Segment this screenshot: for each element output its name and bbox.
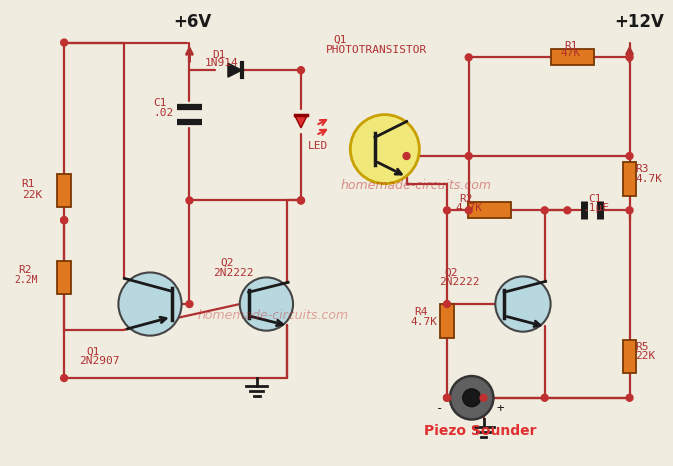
Circle shape [450,376,493,419]
Text: R1: R1 [22,179,35,189]
Bar [623,340,637,373]
Text: 4.7K: 4.7K [635,174,662,184]
Text: +: + [496,402,504,415]
Text: .02: .02 [153,108,173,118]
Circle shape [626,152,633,159]
Text: C1: C1 [588,193,602,204]
Text: R5: R5 [635,342,649,351]
Circle shape [463,389,481,407]
Text: +6V: +6V [174,13,212,31]
Text: 2.2M: 2.2M [14,275,37,286]
Text: 2N2222: 2N2222 [439,277,480,288]
Text: R1: R1 [565,41,578,51]
Text: homemade-circuits.com: homemade-circuits.com [197,309,349,322]
Text: Q1: Q1 [334,34,347,45]
Circle shape [444,394,450,401]
Ellipse shape [118,273,182,336]
Circle shape [186,197,193,204]
Text: R4: R4 [415,307,428,317]
Ellipse shape [240,277,293,331]
Circle shape [444,301,450,308]
Ellipse shape [350,115,419,184]
Circle shape [541,207,548,214]
Text: 1N914: 1N914 [205,58,238,69]
Bar [551,49,594,65]
Circle shape [61,39,67,46]
Bar [57,174,71,207]
Text: 47K: 47K [561,48,581,58]
Bar [623,162,637,196]
Text: Q2: Q2 [220,258,234,267]
Circle shape [297,67,304,74]
Text: 4.7K: 4.7K [456,203,483,213]
Text: 22K: 22K [22,190,42,199]
Circle shape [465,207,472,214]
Text: R3: R3 [635,164,649,174]
Circle shape [444,394,450,401]
Polygon shape [228,63,242,77]
Bar [468,202,511,218]
Circle shape [564,207,571,214]
Circle shape [541,394,548,401]
Text: Q1: Q1 [87,347,100,356]
Text: Piezo Sounder: Piezo Sounder [424,424,537,439]
Text: Q2: Q2 [444,267,458,278]
Text: homemade-circuits.com: homemade-circuits.com [341,178,491,192]
Polygon shape [295,115,308,128]
Circle shape [444,207,450,214]
Text: LED: LED [308,141,328,151]
Ellipse shape [495,276,551,332]
Bar [440,304,454,337]
Circle shape [61,217,67,224]
Text: R2: R2 [459,193,472,204]
Circle shape [626,54,633,61]
Circle shape [465,152,472,159]
Circle shape [403,152,410,159]
Text: +12V: +12V [614,13,664,31]
Text: PHOTOTRANSISTOR: PHOTOTRANSISTOR [326,45,427,55]
Bar [57,260,71,294]
Circle shape [61,217,67,224]
Text: 2N2907: 2N2907 [79,356,119,366]
Circle shape [626,394,633,401]
Text: -: - [436,402,444,415]
Circle shape [465,54,472,61]
Text: 4.7K: 4.7K [411,317,437,327]
Circle shape [61,375,67,382]
Text: 22K: 22K [635,351,656,362]
Text: C1: C1 [153,98,166,108]
Circle shape [626,207,633,214]
Circle shape [480,394,487,401]
Text: .1μF: .1μF [582,203,609,213]
Text: R2: R2 [17,265,31,274]
Text: D1: D1 [212,50,225,61]
Circle shape [297,197,304,204]
Circle shape [186,301,193,308]
Text: 2N2222: 2N2222 [213,267,254,278]
Circle shape [297,197,304,204]
